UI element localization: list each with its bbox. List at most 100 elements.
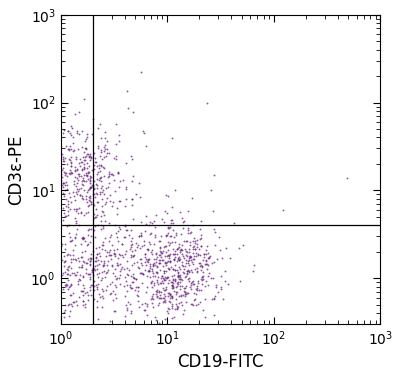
Point [93, 254, 99, 260]
Point [107, 247, 113, 253]
Point [167, 291, 174, 297]
Point [156, 238, 163, 244]
Point [96, 153, 103, 159]
Point [174, 281, 181, 287]
Point [117, 178, 124, 184]
Point [58, 272, 65, 278]
Point [84, 165, 91, 171]
Point [96, 294, 103, 300]
Point [116, 268, 123, 274]
Point [176, 254, 182, 260]
Point [74, 170, 81, 177]
Point [102, 247, 108, 253]
Point [170, 285, 176, 291]
Point [131, 260, 137, 266]
Point [144, 246, 151, 252]
Point [116, 198, 123, 204]
Point [100, 242, 107, 248]
Point [152, 314, 158, 320]
Point [123, 288, 130, 294]
Point [80, 161, 87, 167]
Point [98, 286, 105, 292]
Point [86, 153, 92, 159]
Point [90, 166, 97, 172]
Point [129, 197, 136, 203]
Point [141, 242, 148, 248]
Point [82, 290, 88, 296]
Point [172, 248, 178, 254]
Point [68, 303, 75, 309]
Point [213, 282, 219, 288]
Point [135, 242, 141, 248]
Point [94, 298, 101, 304]
Point [103, 270, 109, 276]
Point [150, 263, 156, 269]
Point [163, 268, 169, 274]
Point [103, 199, 109, 205]
Point [124, 88, 130, 94]
Point [196, 260, 202, 266]
Point [142, 256, 149, 262]
Point [130, 274, 136, 280]
Point [86, 185, 93, 191]
Point [166, 306, 172, 312]
Point [66, 283, 73, 289]
Point [128, 241, 135, 247]
Point [134, 259, 140, 265]
Point [154, 294, 160, 301]
Point [156, 260, 163, 266]
Point [169, 277, 176, 283]
Point [64, 173, 70, 179]
Point [168, 279, 175, 285]
Point [188, 301, 194, 307]
Point [166, 277, 172, 283]
Point [64, 161, 70, 167]
Point [88, 282, 94, 288]
Point [116, 251, 122, 257]
Point [94, 171, 100, 177]
Point [165, 280, 171, 286]
Point [83, 173, 90, 179]
Point [158, 217, 165, 223]
Point [62, 246, 68, 253]
Point [122, 234, 128, 240]
Point [195, 251, 201, 257]
Point [139, 270, 145, 276]
Point [100, 144, 107, 150]
Point [169, 282, 175, 288]
Point [114, 262, 120, 268]
Point [72, 164, 78, 170]
Point [165, 258, 172, 264]
Point [152, 224, 158, 230]
Point [198, 217, 204, 223]
Point [186, 249, 192, 255]
Point [70, 247, 76, 253]
Point [178, 247, 185, 253]
Point [67, 234, 73, 240]
Point [68, 302, 74, 308]
Point [178, 242, 185, 248]
X-axis label: CD19-FITC: CD19-FITC [177, 353, 264, 371]
Point [158, 295, 165, 301]
Point [122, 203, 128, 209]
Point [181, 238, 187, 244]
Point [237, 278, 244, 284]
Point [125, 105, 131, 111]
Point [62, 241, 68, 247]
Point [86, 173, 93, 179]
Point [167, 291, 173, 297]
Point [86, 274, 93, 280]
Point [173, 284, 180, 290]
Point [114, 254, 121, 260]
Point [198, 263, 205, 269]
Point [196, 287, 202, 293]
Point [182, 284, 189, 290]
Point [180, 270, 187, 276]
Point [190, 290, 197, 296]
Point [74, 175, 80, 181]
Point [171, 234, 177, 240]
Point [92, 263, 98, 269]
Point [63, 196, 69, 202]
Point [211, 295, 217, 301]
Point [78, 210, 85, 216]
